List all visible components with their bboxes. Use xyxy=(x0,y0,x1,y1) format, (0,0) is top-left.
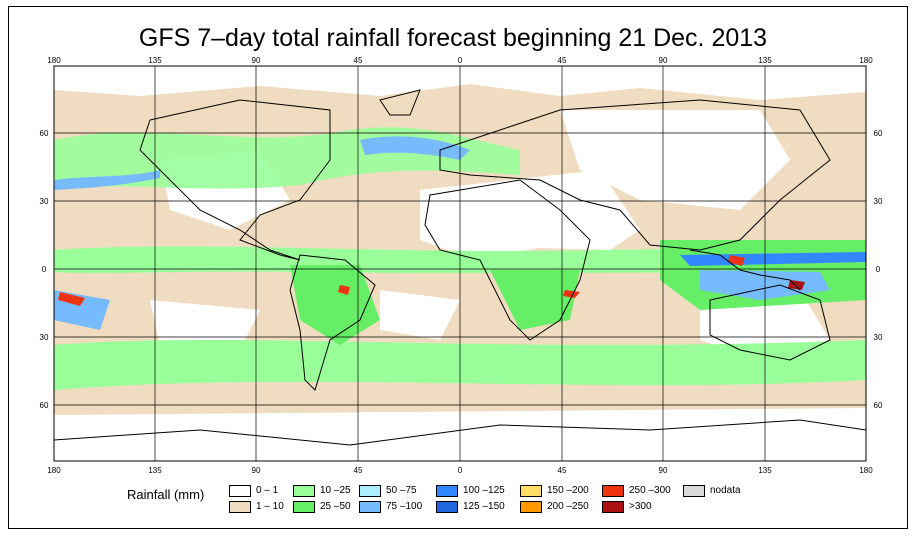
top-lon-label: 135 xyxy=(758,56,772,65)
right-lat-label: 30 xyxy=(874,333,883,342)
field-green-samerica xyxy=(290,265,380,345)
legend-label: 100 –125 xyxy=(463,485,505,496)
map-title: GFS 7–day total rainfall forecast beginn… xyxy=(138,24,768,52)
left-lat-label: 30 xyxy=(40,197,49,206)
legend-swatch xyxy=(293,485,315,497)
right-lat-label: 60 xyxy=(874,401,883,410)
legend-swatch xyxy=(520,485,542,497)
right-lat-label: 60 xyxy=(874,129,883,138)
top-lon-label: 180 xyxy=(859,56,873,65)
field-dry-sahara xyxy=(420,170,640,258)
bottom-lon-label: 90 xyxy=(659,466,668,475)
bottom-lon-label: 45 xyxy=(354,466,363,475)
legend-label: 0 – 1 xyxy=(256,485,279,496)
left-lat-label: 60 xyxy=(40,129,49,138)
legend-swatch xyxy=(359,485,381,497)
legend-label: 125 –150 xyxy=(463,501,505,512)
legend-label: 25 –50 xyxy=(320,501,351,512)
bottom-lon-label: 180 xyxy=(47,466,61,475)
left-lat-label: 30 xyxy=(40,333,49,342)
legend-swatch xyxy=(436,485,458,497)
bottom-lon-label: 45 xyxy=(558,466,567,475)
legend-label: 75 –100 xyxy=(386,501,423,512)
legend-label: 150 –200 xyxy=(547,485,589,496)
legend-swatch xyxy=(683,485,705,497)
field-dry-satlantic xyxy=(380,290,460,340)
left-lat-label: 60 xyxy=(40,401,49,410)
top-lon-label: 90 xyxy=(252,56,261,65)
coast-maritime xyxy=(689,249,801,291)
legend-swatch xyxy=(520,501,542,513)
left-latitude-labels: 60 30 0 30 60 xyxy=(40,129,49,410)
legend-label: 200 –250 xyxy=(547,501,589,512)
coast-africa xyxy=(424,179,591,341)
field-blue-npacific xyxy=(54,170,160,190)
legend-label: 1 – 10 xyxy=(256,501,284,512)
bottom-lon-label: 0 xyxy=(458,466,463,475)
field-green-africa xyxy=(490,270,580,330)
coast-greenland xyxy=(379,89,421,116)
legend-swatch xyxy=(293,501,315,513)
legend-swatch xyxy=(229,501,251,513)
coast-eurasia xyxy=(439,99,831,251)
legend-swatch xyxy=(359,501,381,513)
bottom-lon-label: 90 xyxy=(252,466,261,475)
legend-swatch xyxy=(602,485,624,497)
right-lat-label: 0 xyxy=(876,265,881,274)
bottom-lon-label: 135 xyxy=(758,466,772,475)
field-red-brazil xyxy=(338,285,350,295)
top-lon-label: 135 xyxy=(148,56,162,65)
top-lon-label: 180 xyxy=(47,56,61,65)
graticule xyxy=(54,66,866,461)
legend-title: Rainfall (mm) xyxy=(127,487,205,502)
top-lon-label: 90 xyxy=(659,56,668,65)
field-red-philippines xyxy=(728,255,745,266)
left-lat-label: 0 xyxy=(42,265,47,274)
top-lon-label: 0 xyxy=(458,56,463,65)
top-lon-label: 45 xyxy=(558,56,567,65)
field-red-madagascar xyxy=(563,290,580,298)
bottom-lon-label: 180 xyxy=(859,466,873,475)
top-longitude-labels: 180 135 90 45 0 45 90 135 180 xyxy=(47,56,873,65)
legend-swatch xyxy=(602,501,624,513)
legend-label: 50 –75 xyxy=(386,485,417,496)
map-border xyxy=(53,65,867,462)
top-lon-label: 45 xyxy=(354,56,363,65)
figure-frame xyxy=(8,6,908,529)
field-blue-wpacific xyxy=(680,252,866,266)
right-lat-label: 30 xyxy=(874,197,883,206)
coast-north-america xyxy=(139,99,331,261)
legend-label: nodata xyxy=(710,485,741,496)
field-red-spacific xyxy=(58,292,85,306)
coastlines xyxy=(54,89,866,446)
legend-swatch xyxy=(229,485,251,497)
legend-label: 250 –300 xyxy=(629,485,671,496)
legend-label: 10 –25 xyxy=(320,485,351,496)
coast-antarctica xyxy=(54,419,866,446)
field-dry-spacific xyxy=(150,300,260,350)
coast-australia xyxy=(709,284,831,361)
right-latitude-labels: 60 30 0 30 60 xyxy=(874,129,883,410)
coast-south-america xyxy=(289,254,376,391)
legend-label: >300 xyxy=(629,501,652,512)
bottom-lon-label: 135 xyxy=(148,466,162,475)
legend-swatch xyxy=(436,501,458,513)
field-blue-natlantic xyxy=(360,136,470,160)
bottom-longitude-labels: 180 135 90 45 0 45 90 135 180 xyxy=(47,466,873,475)
field-dry-asia xyxy=(560,110,790,210)
